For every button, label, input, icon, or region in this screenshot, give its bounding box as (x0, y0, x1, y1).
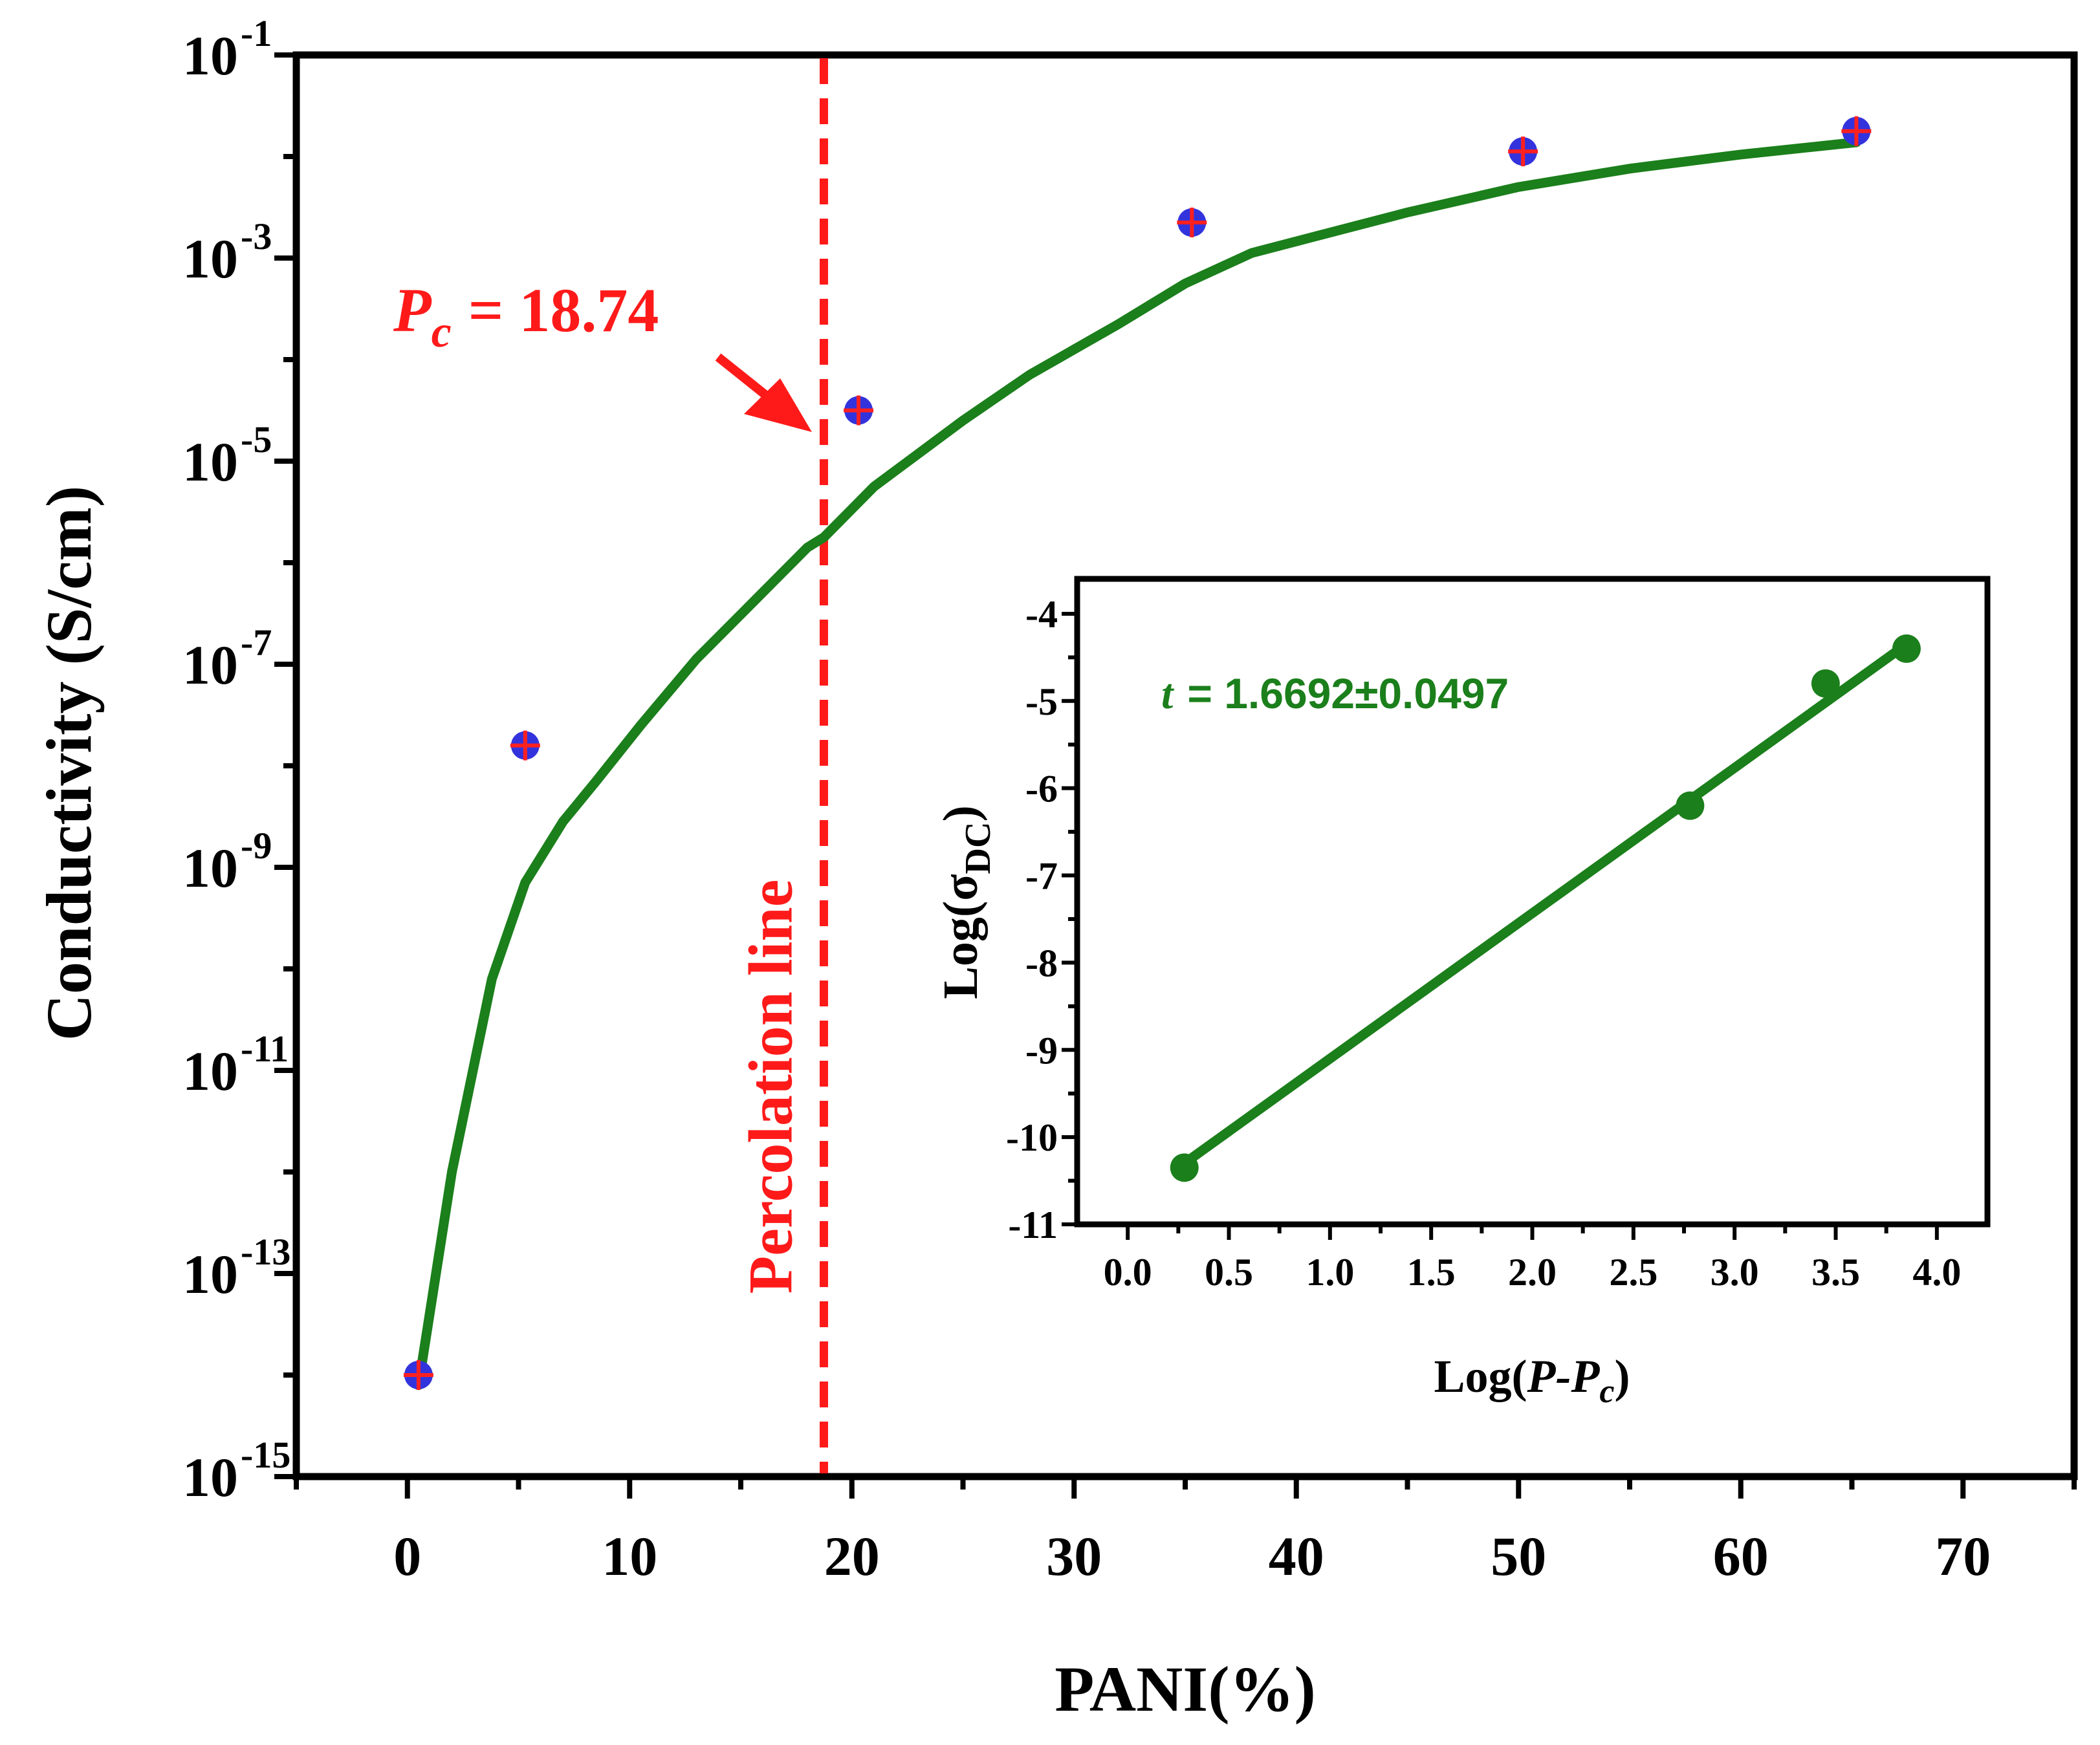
pc-arrow (715, 353, 812, 432)
y-tick-exponent: -13 (241, 1231, 290, 1273)
inset-data-points (1170, 634, 1921, 1182)
main-y-tick-exponents: -15 -13 -11 -9 -7 -5 -3 -1 (241, 12, 290, 1476)
data-point (1841, 116, 1872, 146)
y-tick-label: 10 (182, 25, 238, 87)
y-tick-label: 10 (182, 1446, 238, 1508)
x-tick-label: 20 (824, 1525, 880, 1587)
inset-y-tick-label: -10 (1006, 1116, 1058, 1159)
x-tick-label: 60 (1713, 1525, 1769, 1587)
inset-x-tick-label: 2.5 (1609, 1251, 1657, 1294)
data-point (510, 730, 540, 761)
y-tick-label: 10 (182, 837, 238, 899)
inset-x-tick-label: 4.0 (1912, 1251, 1961, 1294)
inset-data-point (1811, 669, 1840, 698)
main-y-ticks (274, 52, 296, 1479)
main-x-axis-title: PANI(%) (1055, 1653, 1316, 1725)
inset-x-tick-label: 3.0 (1711, 1251, 1759, 1294)
main-fit-curve (413, 137, 1861, 1391)
inset-x-axis-title: Log(P-Pc) (1434, 1350, 1630, 1410)
y-tick-label: 10 (182, 1040, 238, 1102)
inset-data-point (1676, 791, 1705, 820)
x-tick-label: 30 (1046, 1525, 1102, 1587)
inset-fit-line (1179, 639, 1912, 1169)
y-tick-label: 10 (182, 634, 238, 696)
y-tick-exponent: -9 (241, 825, 272, 867)
pc-value: = 18.74 (468, 276, 659, 345)
inset-y-tick-label: -8 (1025, 942, 1058, 984)
y-tick-exponent: -7 (241, 622, 272, 664)
inset-data-point (1170, 1153, 1199, 1182)
main-x-tick-labels: 0 10 20 30 40 50 60 70 (393, 1525, 1991, 1587)
pc-annotation: Pc = 18.74 (393, 276, 659, 357)
pc-subscript: c (432, 307, 452, 357)
data-point (1508, 136, 1538, 167)
y-tick-exponent: -15 (241, 1434, 290, 1476)
main-y-axis-title: Conductivity (S/cm) (33, 486, 105, 1041)
inset-y-tick-label: -7 (1025, 855, 1058, 898)
inset-x-ticks (1126, 1224, 1939, 1240)
inset-x-tick-labels: 0.0 0.5 1.0 1.5 2.0 2.5 3.0 3.5 4.0 (1104, 1251, 1962, 1294)
inset-y-ticks (1062, 611, 1077, 1226)
y-tick-exponent: -5 (241, 418, 272, 461)
inset-x-tick-label: 1.0 (1306, 1251, 1354, 1294)
main-x-ticks (294, 1477, 2077, 1499)
inset-x-tick-label: 0.0 (1104, 1251, 1152, 1294)
y-tick-exponent: -11 (241, 1028, 289, 1070)
y-tick-exponent: -3 (241, 215, 272, 257)
x-tick-label: 10 (602, 1525, 657, 1587)
inset-y-tick-label: -6 (1025, 768, 1058, 810)
y-tick-label: 10 (182, 1243, 238, 1305)
x-tick-label: 50 (1491, 1525, 1546, 1587)
inset-data-point (1892, 634, 1921, 663)
inset-annotation: t = 1.6692±0.0497 (1161, 669, 1509, 718)
main-y-tick-labels: 10 10 10 10 10 10 10 10 (182, 25, 238, 1508)
y-tick-exponent: -1 (241, 12, 272, 54)
x-tick-label: 40 (1269, 1525, 1324, 1587)
y-tick-label: 10 (182, 431, 238, 493)
inset-y-tick-labels: -11 -10 -9 -8 -7 -6 -5 -4 (1006, 593, 1058, 1246)
inset-y-tick-label: -5 (1025, 680, 1058, 723)
inset-y-tick-label: -11 (1008, 1204, 1058, 1246)
data-point (844, 395, 874, 426)
inset-y-tick-label: -4 (1025, 593, 1058, 636)
inset-y-axis-title: Log(σDC) (934, 805, 998, 999)
pc-symbol: P (393, 276, 432, 345)
data-point (403, 1360, 433, 1390)
inset-x-tick-label: 1.5 (1407, 1251, 1456, 1294)
x-tick-label: 70 (1935, 1525, 1991, 1587)
inset-y-tick-label: -9 (1025, 1029, 1058, 1072)
y-tick-label: 10 (182, 228, 238, 290)
percolation-line-label: Percolation line (736, 880, 805, 1294)
x-tick-label: 0 (393, 1525, 421, 1587)
inset-x-tick-label: 2.0 (1508, 1251, 1557, 1294)
inset-x-tick-label: 0.5 (1205, 1251, 1253, 1294)
inset-x-tick-label: 3.5 (1811, 1251, 1860, 1294)
data-point (1177, 208, 1207, 238)
main-data-points (403, 116, 1872, 1390)
